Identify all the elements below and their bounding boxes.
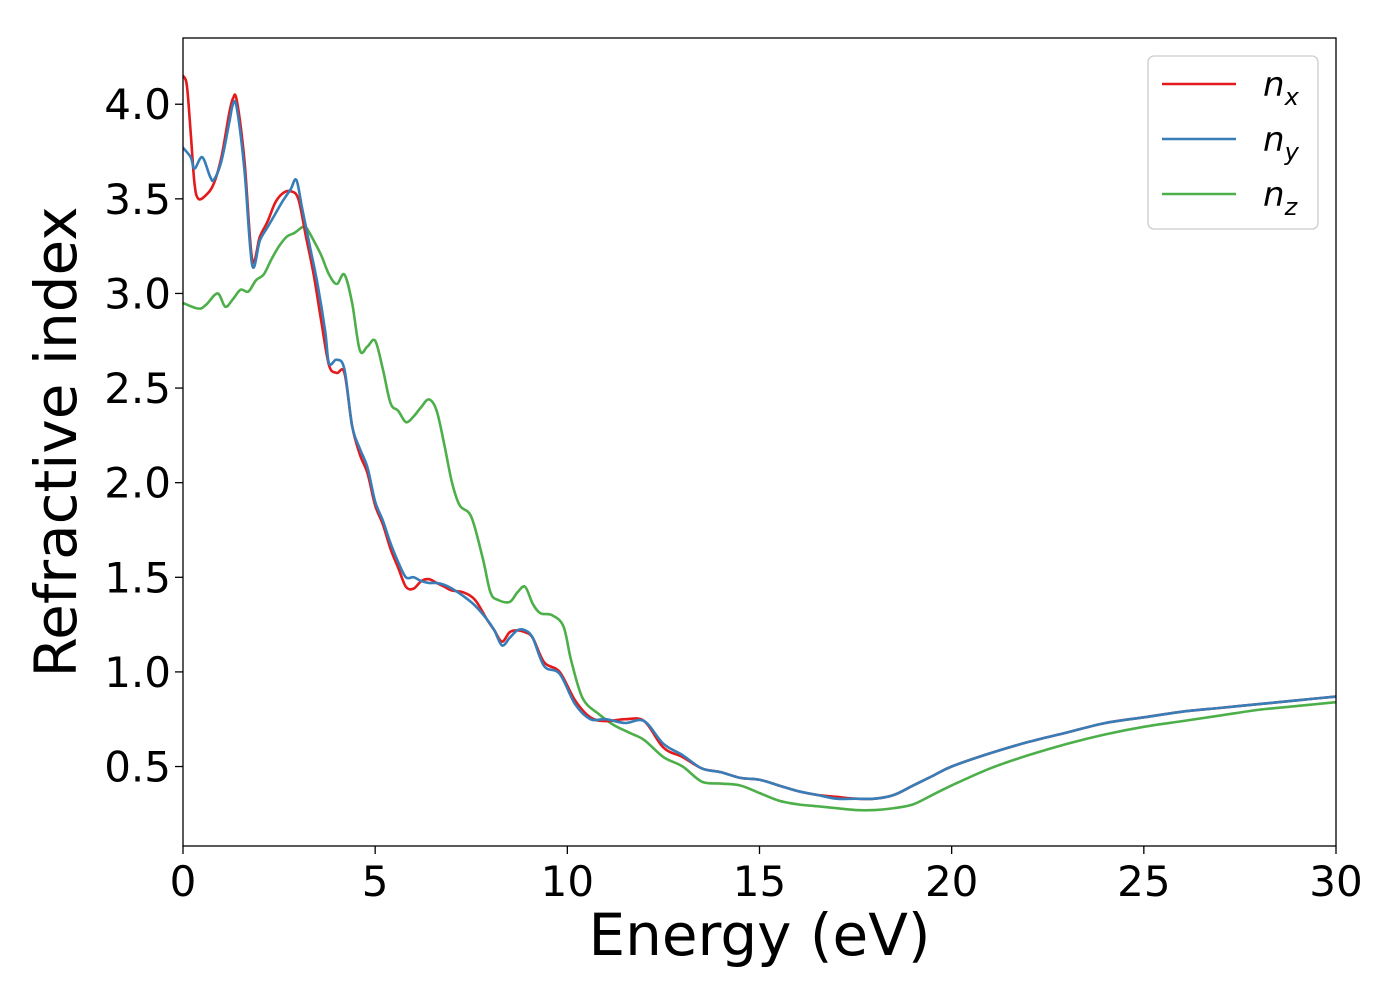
- series-line-z: [183, 224, 1336, 812]
- x-tick-label: 0: [170, 857, 197, 906]
- x-axis-ticks: 0 5 10 15 20 25 30: [170, 846, 1363, 906]
- x-tick-label: 30: [1309, 857, 1362, 906]
- y-axis-title: Refractive index: [22, 206, 90, 677]
- x-axis-title: Energy (eV): [588, 901, 930, 969]
- x-tick-label: 20: [925, 857, 978, 906]
- legend-label-base: n: [1263, 175, 1285, 215]
- legend-label-subscript: z: [1284, 193, 1299, 221]
- legend-label-x: nx: [1263, 65, 1300, 111]
- y-tick-label: 1.0: [104, 648, 171, 697]
- y-axis-ticks: 0.5 1.0 1.5 2.0 2.5 3.0 3.5 4.0: [104, 80, 183, 792]
- y-tick-label: 0.5: [104, 743, 171, 792]
- series-line-y: [183, 99, 1336, 801]
- y-tick-label: 2.5: [104, 364, 171, 413]
- legend-label-z: nz: [1263, 175, 1299, 221]
- series-layer: [183, 74, 1336, 812]
- legend-label-subscript: y: [1284, 138, 1300, 166]
- x-tick-label: 5: [362, 857, 389, 906]
- legend-label-base: n: [1263, 65, 1285, 105]
- legend-label-subscript: x: [1284, 83, 1300, 111]
- legend-label-base: n: [1263, 120, 1285, 160]
- y-tick-label: 1.5: [104, 553, 171, 602]
- x-tick-label: 25: [1117, 857, 1170, 906]
- y-tick-label: 3.5: [104, 175, 171, 224]
- x-tick-label: 15: [733, 857, 786, 906]
- legend-label-y: ny: [1263, 120, 1300, 166]
- legend-box: [1147, 55, 1319, 230]
- y-tick-label: 2.0: [104, 459, 171, 508]
- x-tick-label: 10: [541, 857, 594, 906]
- y-tick-label: 4.0: [104, 80, 171, 129]
- y-tick-label: 3.0: [104, 269, 171, 318]
